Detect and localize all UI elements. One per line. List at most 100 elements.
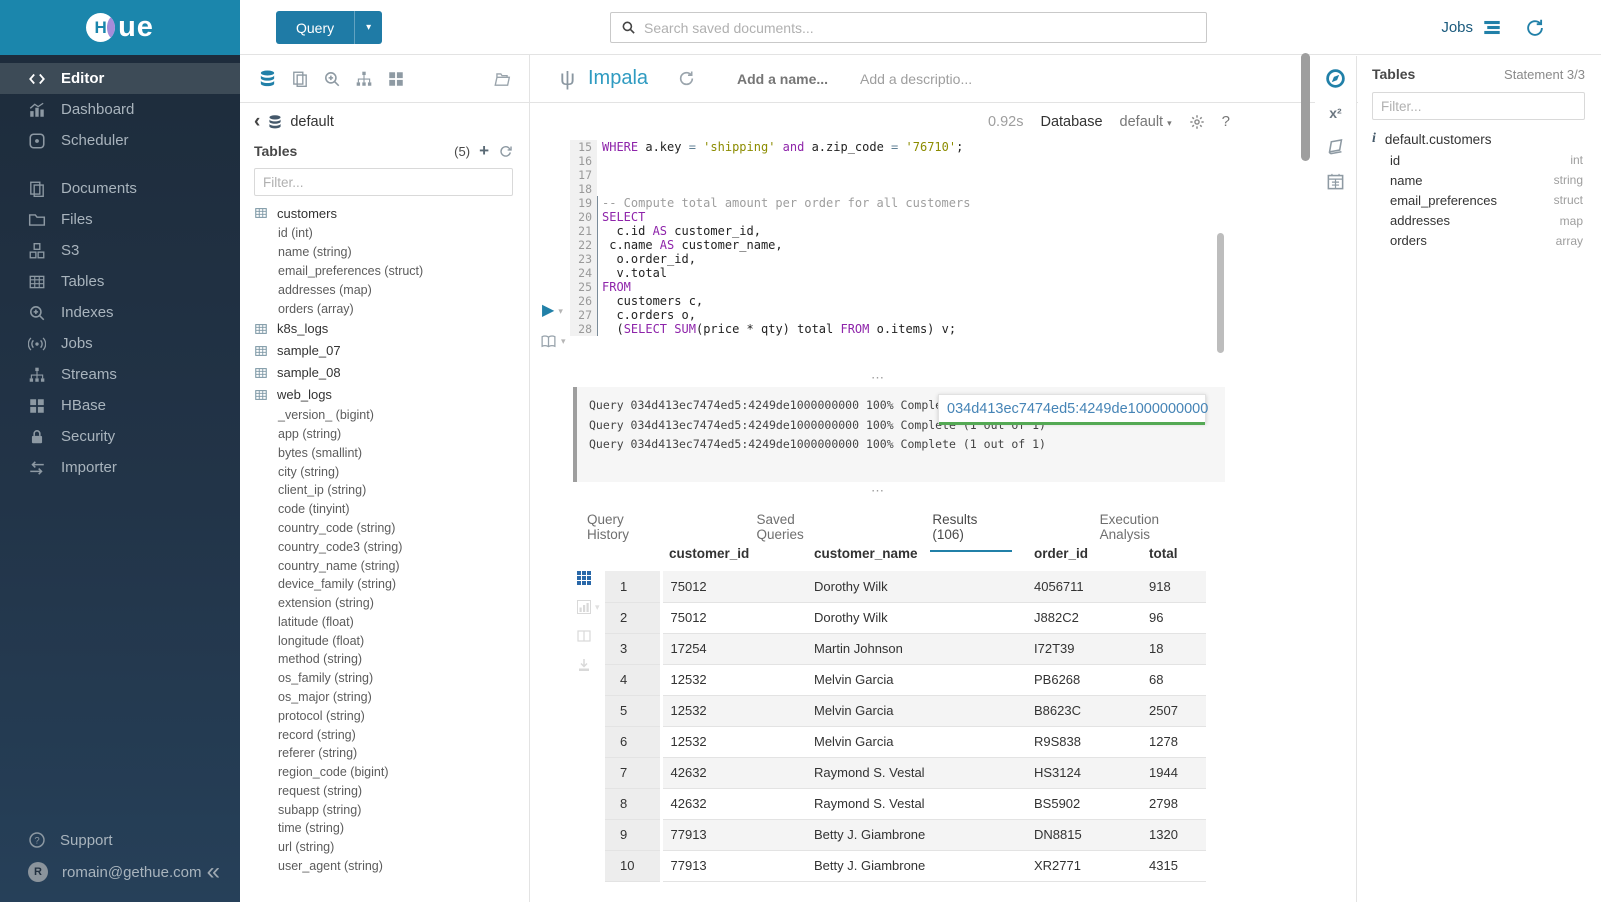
query-name-field[interactable]: Add a name... xyxy=(737,70,829,87)
code-line[interactable]: 26 customers c, xyxy=(570,294,1296,308)
column-item[interactable]: user_agent (string) xyxy=(278,859,383,874)
new-query-button[interactable]: Query ▾ xyxy=(276,11,383,44)
table-item-customers[interactable]: customers xyxy=(240,202,529,224)
chart-view-button[interactable]: ▾ xyxy=(576,599,600,615)
sidebar-item-s3[interactable]: S3 xyxy=(0,235,240,266)
help-icon[interactable]: ? xyxy=(1221,113,1230,130)
column-item[interactable]: orders (array) xyxy=(278,301,354,316)
code-line[interactable]: 25 FROM xyxy=(570,280,1296,294)
table-row[interactable]: 4 12532 Melvin Garcia PB6268 68 xyxy=(605,664,1206,696)
assistant-compass-icon[interactable] xyxy=(1325,68,1346,89)
table-row[interactable]: 3 17254 Martin Johnson I72T39 18 xyxy=(605,633,1206,665)
column-item[interactable]: email_preferences (struct) xyxy=(278,263,424,278)
column-item[interactable]: extension (string) xyxy=(278,596,374,611)
column-header-order-id[interactable]: order_id xyxy=(1034,546,1089,561)
download-button[interactable] xyxy=(576,657,600,673)
log-resize-handle[interactable]: ⋯ xyxy=(871,483,885,498)
column-item[interactable]: id (int) xyxy=(278,226,313,241)
query-history-icon[interactable] xyxy=(678,70,695,87)
sidebar-item-files[interactable]: Files xyxy=(0,204,240,235)
documents-icon[interactable] xyxy=(291,70,309,88)
column-item[interactable]: _version_ (bigint) xyxy=(278,408,374,423)
schedule-calendar-icon[interactable] xyxy=(1326,172,1345,191)
folder-open-icon[interactable] xyxy=(493,70,511,88)
code-line[interactable]: 24 v.total xyxy=(570,266,1296,280)
table-item-sample-07[interactable]: sample_07 xyxy=(240,340,529,362)
column-item[interactable]: subapp (string) xyxy=(278,802,362,817)
back-chevron-icon[interactable]: ‹ xyxy=(254,111,261,132)
column-item[interactable]: request (string) xyxy=(278,783,363,798)
jobs-link[interactable]: Jobs xyxy=(1441,19,1473,36)
explain-button[interactable]: ▾ xyxy=(540,333,566,350)
tab-results-106-[interactable]: Results (106) xyxy=(930,502,1012,552)
right-column-addresses[interactable]: addresses map xyxy=(1372,211,1585,231)
column-item[interactable]: protocol (string) xyxy=(278,708,365,723)
apps-grid-icon[interactable] xyxy=(387,70,405,88)
table-row[interactable]: 5 12532 Melvin Garcia B8623C 2507 xyxy=(605,695,1206,727)
right-column-id[interactable]: id int xyxy=(1372,150,1585,170)
refresh-icon[interactable] xyxy=(498,144,513,159)
column-item[interactable]: city (string) xyxy=(278,464,340,479)
column-item[interactable]: name (string) xyxy=(278,245,352,260)
jobs-list-icon[interactable] xyxy=(1481,18,1503,37)
column-item[interactable]: latitude (float) xyxy=(278,614,354,629)
column-item[interactable]: record (string) xyxy=(278,727,356,742)
table-row[interactable]: 10 77913 Betty J. Giambrone XR2771 4315 xyxy=(605,850,1206,882)
column-item[interactable]: client_ip (string) xyxy=(278,483,367,498)
column-item[interactable]: app (string) xyxy=(278,427,342,442)
logo-area[interactable]: H ue xyxy=(0,0,240,55)
right-column-orders[interactable]: orders array xyxy=(1372,231,1585,251)
sidebar-item-jobs[interactable]: Jobs xyxy=(0,328,240,359)
column-header-customer-name[interactable]: customer_name xyxy=(814,546,918,561)
language-book-icon[interactable] xyxy=(1326,137,1345,156)
column-item[interactable]: bytes (smallint) xyxy=(278,445,363,460)
right-column-email-preferences[interactable]: email_preferences struct xyxy=(1372,190,1585,210)
code-line[interactable]: 27 c.orders o, xyxy=(570,308,1296,322)
grid-view-button[interactable] xyxy=(576,570,600,586)
sidebar-item-documents[interactable]: Documents xyxy=(0,173,240,204)
database-select[interactable]: default ▾ xyxy=(1119,113,1172,130)
column-item[interactable]: code (tinyint) xyxy=(278,502,350,517)
column-item[interactable]: country_code3 (string) xyxy=(278,539,403,554)
column-item[interactable]: device_family (string) xyxy=(278,577,397,592)
column-item[interactable]: longitude (float) xyxy=(278,633,365,648)
table-item-sample-08[interactable]: sample_08 xyxy=(240,362,529,384)
run-query-button[interactable]: ▶ ▾ xyxy=(542,303,563,319)
tab-execution-analysis[interactable]: Execution Analysis xyxy=(1099,512,1159,542)
breadcrumb[interactable]: ‹ default xyxy=(254,111,529,132)
engine-name[interactable]: Impala xyxy=(587,67,649,89)
run-options-caret-icon[interactable]: ▾ xyxy=(558,305,563,316)
right-column-name[interactable]: name string xyxy=(1372,170,1585,190)
table-row[interactable]: 7 42632 Raymond S. Vestal HS3124 1944 xyxy=(605,757,1206,789)
right-filter-input[interactable] xyxy=(1372,92,1585,120)
tab-query-history[interactable]: Query History xyxy=(587,512,630,542)
table-row[interactable]: 2 75012 Dorothy Wilk J882C2 96 xyxy=(605,602,1206,634)
sidebar-item-dashboard[interactable]: Dashboard xyxy=(0,94,240,125)
sidebar-item-tables[interactable]: Tables xyxy=(0,266,240,297)
sidebar-item-indexes[interactable]: Indexes xyxy=(0,297,240,328)
column-item[interactable]: os_family (string) xyxy=(278,671,374,686)
add-table-icon[interactable]: + xyxy=(479,141,489,160)
sidebar-item-user[interactable]: R romain@gethue.com xyxy=(0,856,240,888)
column-item[interactable]: referer (string) xyxy=(278,746,358,761)
gear-icon[interactable] xyxy=(1189,114,1205,130)
sitemap-icon[interactable] xyxy=(355,70,373,88)
code-line[interactable]: 21 c.id AS customer_id, xyxy=(570,224,1296,238)
sidebar-collapse-icon[interactable]: « xyxy=(206,858,220,885)
column-header-total[interactable]: total xyxy=(1149,546,1178,561)
sidebar-item-scheduler[interactable]: Scheduler xyxy=(0,125,240,156)
table-filter-input[interactable] xyxy=(254,168,513,196)
sidebar-item-editor[interactable]: Editor xyxy=(0,63,240,94)
query-id-link[interactable]: 034d413ec7474ed5:4249de1000000000 xyxy=(947,400,1209,417)
columns-view-button[interactable] xyxy=(576,628,600,644)
editor-resize-handle[interactable]: ⋯ xyxy=(871,370,885,385)
query-dropdown-caret-icon[interactable]: ▾ xyxy=(354,11,382,44)
page-scrollbar[interactable] xyxy=(1301,53,1310,161)
column-header-customer-id[interactable]: customer_id xyxy=(669,546,750,561)
code-line[interactable]: 22 c.name AS customer_name, xyxy=(570,238,1296,252)
history-icon[interactable] xyxy=(1525,18,1545,38)
table-row[interactable]: 6 12532 Melvin Garcia R9S838 1278 xyxy=(605,726,1206,758)
editor-scrollbar[interactable] xyxy=(1217,233,1224,353)
code-line[interactable]: 16 xyxy=(570,154,1296,168)
table-item-k8s-logs[interactable]: k8s_logs xyxy=(240,318,529,340)
